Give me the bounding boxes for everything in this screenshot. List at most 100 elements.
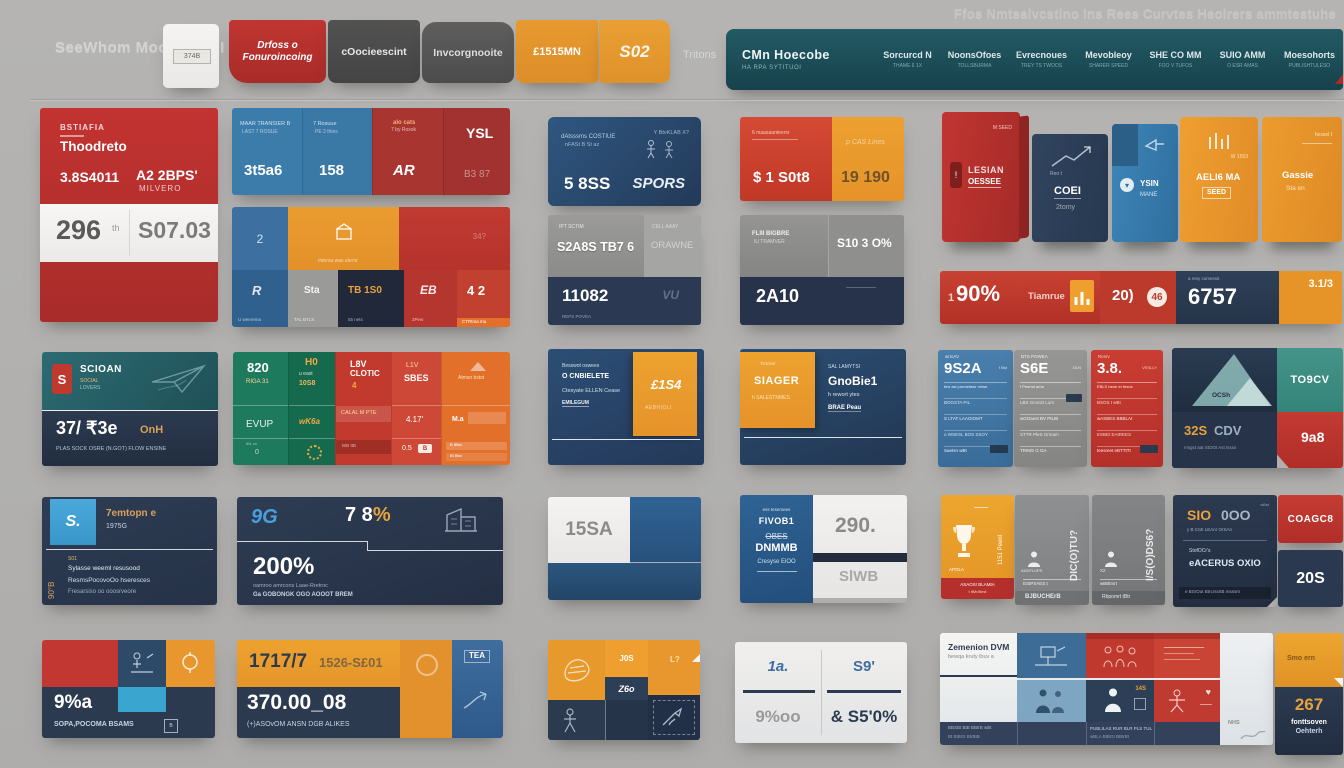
banner-col-4[interactable]: Mevobleoy SHARER SPEED — [1075, 50, 1142, 69]
tile-navy-icons — [118, 640, 166, 687]
tab-dark-1[interactable]: cOocieescint — [328, 20, 420, 83]
banner-col-subtitle: PUBLISHTULESO — [1288, 63, 1331, 69]
sio-tag: wBst — [1260, 502, 1269, 507]
panel-chip — [990, 445, 1008, 453]
footer-line: t ttMnBest — [968, 589, 987, 594]
quad-white-card: 1a. S9' 9%oo & S5'0% — [735, 642, 907, 743]
block-label: Gassie — [1282, 170, 1314, 181]
bar-value: 6757 — [1188, 284, 1237, 309]
card-unit: OnH — [140, 424, 164, 436]
quad-cell-3: alo cats 7 by Rosok AR — [372, 108, 443, 195]
top-percent-sign: % — [372, 504, 391, 526]
header-card-badge: 374B — [173, 49, 211, 64]
block-label: COEI — [1054, 185, 1081, 199]
s-badge: S — [52, 364, 72, 394]
banner-col-2[interactable]: NoonsOfoes TOLLSBURMA — [941, 50, 1008, 69]
candle-chart-icon — [1209, 133, 1229, 149]
band-divider — [1086, 722, 1087, 745]
tab-red-label-1: Drfoss o — [257, 39, 298, 51]
tab-red-label-2: Fonuroincoing — [242, 51, 313, 63]
gift-box-icon — [336, 223, 352, 240]
banner-col-1[interactable]: Sorcurcd N THAME 6 1X — [874, 50, 941, 69]
card-title: GnoBie1 — [828, 374, 878, 388]
cell-value: wK6a — [299, 417, 320, 426]
panel-value: £1S4 — [651, 377, 682, 392]
cell-caption: MAAR TRANSIER B — [240, 121, 291, 127]
panel-row: BSOS t wBt — [1097, 398, 1157, 406]
grid-col-green-2: H0 u east 10S8 wK6a — [288, 352, 336, 465]
person-icon — [1028, 551, 1040, 567]
red-stat-card: BSTIAFIA Thoodreto 3.8S4011 A2 2BPS' MIL… — [40, 108, 218, 322]
banner-col-title: Mevobleoy — [1085, 50, 1132, 60]
bar-value: 20) — [1112, 287, 1134, 304]
cell-value: 2 — [256, 231, 264, 246]
fold-notch — [1267, 597, 1277, 607]
sub-value: SlWB — [839, 568, 879, 585]
banner-col-6[interactable]: SUIO AMM O ESR AMAS — [1209, 50, 1276, 69]
caption-line: Ga GOBONGK OGO AOOOT BREM — [253, 592, 353, 598]
caption-segment: Bt BtBGt BtrBtB — [948, 734, 980, 739]
cell-caption: RIGA 31 — [246, 379, 269, 385]
grid-col-orange: Atmsn bstst M.a B tBtst tB Btst — [441, 352, 510, 465]
navy-value-band: 370.00_08 (+)ASOvOM ANSN DGB ALIKES — [237, 687, 400, 738]
side-vertical-label: 90°B — [47, 581, 56, 599]
cell-value: H0 — [305, 357, 318, 368]
banner-col-7[interactable]: Moesohorts PUBLISHTULESO — [1276, 50, 1343, 69]
orange-navy-mosaic: J0S L? Z6o — [548, 640, 700, 740]
cell-value: 820 — [247, 360, 269, 375]
quadrant-tl: 1a. — [735, 642, 821, 690]
tab-orange-2[interactable]: S02 — [599, 20, 670, 83]
teal-top: S SCIOAN SOCIAL LOVERS — [42, 352, 218, 410]
card-caption: nFASt B St az — [565, 142, 600, 148]
tab-red[interactable]: Drfoss o Fonuroincoing — [229, 20, 326, 83]
cell-note: VU — [662, 288, 679, 302]
red-card-value-left: 3.8S4011 — [60, 169, 120, 185]
footer-line: Rbpomrt tBtr — [1102, 594, 1131, 600]
main-caption: (+)ASOvOM ANSN DGB ALIKES — [247, 721, 350, 728]
trophy-card: 1151 Peent APOLA ASAOS! BLAMtA t ttMnBes… — [941, 495, 1014, 599]
tab-orange-1[interactable]: £1515MN — [516, 20, 598, 83]
row-divider — [392, 438, 442, 439]
cell-value: 3t5a6 — [244, 161, 283, 179]
panel-chip — [1066, 394, 1082, 402]
rocket-doodle-icon — [662, 707, 683, 726]
cell-caption: alo cats — [393, 120, 416, 126]
quad-cell-1: MAAR TRANSIER B LAST 7 ROSUE 3t5a6 — [232, 108, 302, 195]
banner-col-3[interactable]: Evrecnoues TREY TS TWOOS — [1008, 50, 1075, 69]
banner-col-5[interactable]: SHE CO MM FOO V TUFOS — [1142, 50, 1209, 69]
cell-caption: 4 — [352, 381, 357, 390]
cell-caption: CALAL M PTE — [341, 410, 377, 416]
teal-value-block: TO9CV — [1277, 348, 1343, 412]
bot-band-2: tB Btst — [446, 453, 507, 461]
tile-navy-mid — [605, 700, 649, 740]
card-caption: dAtsssms COSTIUE — [561, 134, 616, 140]
block-navy: Reo t COEI 2tomy — [1032, 134, 1108, 242]
split-white-panel: 15SA — [548, 497, 630, 563]
caption-segment: PUBLILAS RUR BLR PLS TUL — [1090, 726, 1152, 731]
navy-band: 9%a SOPA,POCOMA BSAMS B — [42, 687, 215, 738]
bar-value: 3.1/3 — [1308, 278, 1333, 290]
duo-red-half: 6 maasaanteersr $ 1 S0t8 — [740, 117, 832, 201]
tile-navy-rocket — [648, 695, 700, 740]
dark-strip — [1154, 633, 1220, 639]
bar-value: 90% — [956, 281, 1001, 306]
row-divider — [233, 405, 288, 406]
caption-band-row: BBSBt BtB BBtrB wBt Bt BtBGt BtrBtB PUBL… — [940, 722, 1220, 745]
blue-side-panel: ess tesersees FIVOB1 OBES DNMMB Cresyse … — [740, 495, 813, 603]
block-notch — [1112, 124, 1138, 166]
tab-dark-2[interactable]: Invcorgnooite — [422, 22, 514, 83]
tile-label: J0S — [619, 654, 634, 663]
blue-side-col: TEA — [452, 640, 503, 738]
cell-value: 2A10 — [756, 286, 800, 306]
block-caption: M SEED — [992, 125, 1012, 131]
cell-caption: REPS POVEA — [562, 314, 592, 320]
fold-notch — [692, 654, 700, 662]
tile-label: Z6o — [618, 683, 635, 694]
cell-caption: IU TRAMVER — [754, 239, 785, 245]
fold-notch — [1334, 678, 1343, 687]
navy-orange-card-2: Tsrtessr SIAGER h SALESTNMES SAL LAMYTSI… — [740, 349, 906, 465]
tile-red — [42, 640, 118, 687]
cell-caption: p CAS Lines — [846, 139, 885, 146]
orange-top: Smo ern — [1275, 633, 1343, 687]
divider — [744, 437, 902, 438]
